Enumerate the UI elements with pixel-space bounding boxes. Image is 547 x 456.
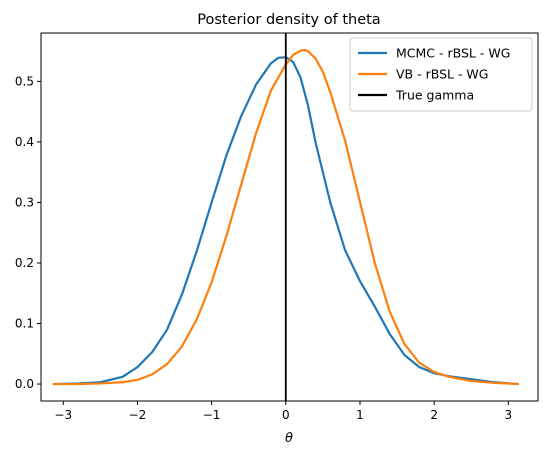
x-tick-label: −2: [129, 408, 147, 422]
x-tick-label: −3: [54, 408, 72, 422]
legend-label-1: VB - rBSL - WG: [396, 67, 488, 82]
plot-area: [52, 33, 519, 401]
x-axis-label: θ: [285, 431, 293, 446]
series-line-1: [52, 48, 519, 386]
legend: MCMC - rBSL - WG VB - rBSL - WG True gamma: [349, 37, 533, 112]
legend-box: [349, 37, 533, 112]
y-tick-label: 0.2: [15, 256, 34, 270]
y-tick-label: 0.0: [15, 377, 34, 391]
x-tick-label: −1: [203, 408, 221, 422]
y-tick-label: 0.4: [15, 135, 34, 149]
axis-ticks: −3 −2 −1 0 1 2 3 0.0 0.1 0.2 0.3 0.4 0.5: [15, 74, 512, 422]
y-tick-label: 0.3: [15, 195, 34, 209]
chart-title: Posterior density of theta: [197, 12, 380, 28]
x-tick-label: 0: [282, 408, 290, 422]
x-tick-label: 1: [356, 408, 364, 422]
legend-label-0: MCMC - rBSL - WG: [396, 46, 510, 61]
x-tick-label: 3: [505, 408, 513, 422]
x-tick-label: 2: [430, 408, 438, 422]
axes-frame: [40, 32, 539, 402]
y-tick-label: 0.1: [15, 317, 34, 331]
y-tick-label: 0.5: [15, 74, 34, 88]
legend-label-2: True gamma: [395, 88, 474, 103]
